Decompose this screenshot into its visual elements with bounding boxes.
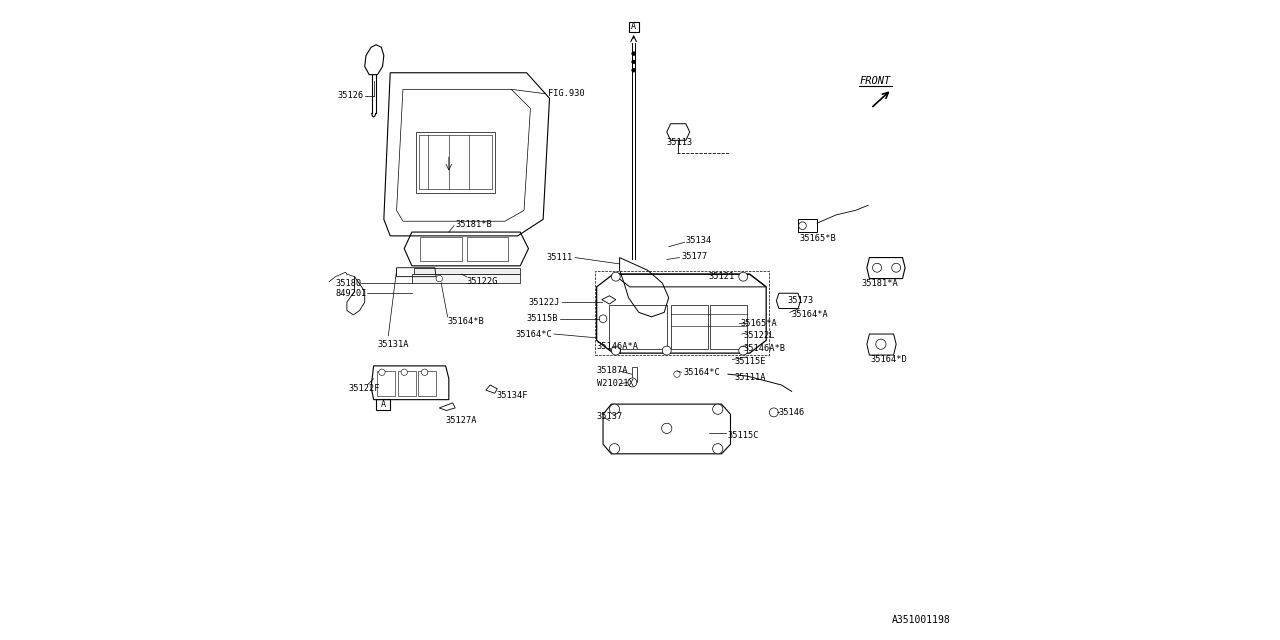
Bar bbox=[797, 220, 817, 232]
Circle shape bbox=[739, 346, 748, 355]
Text: 35137: 35137 bbox=[596, 412, 623, 421]
Circle shape bbox=[632, 52, 636, 56]
Bar bbox=[710, 305, 748, 349]
Text: 35177: 35177 bbox=[681, 252, 708, 260]
Text: 35180: 35180 bbox=[335, 278, 362, 287]
Text: 35187A: 35187A bbox=[596, 367, 628, 376]
Circle shape bbox=[599, 315, 607, 323]
Text: 35113: 35113 bbox=[667, 138, 692, 147]
Bar bbox=[412, 274, 520, 283]
Bar bbox=[671, 305, 708, 349]
Bar bbox=[416, 132, 495, 193]
Text: 35122G: 35122G bbox=[467, 277, 498, 286]
Bar bbox=[609, 305, 667, 349]
Bar bbox=[420, 237, 462, 261]
Circle shape bbox=[612, 272, 621, 281]
Text: 35134F: 35134F bbox=[497, 390, 529, 400]
Text: W21021X: W21021X bbox=[596, 380, 634, 388]
Bar bbox=[628, 22, 639, 32]
Text: 35164*C: 35164*C bbox=[684, 368, 721, 377]
Text: 35164*C: 35164*C bbox=[516, 330, 552, 339]
Bar bbox=[467, 237, 508, 261]
Circle shape bbox=[436, 275, 443, 282]
Text: A: A bbox=[380, 400, 385, 409]
Bar bbox=[398, 371, 416, 396]
Text: 35181*B: 35181*B bbox=[456, 220, 492, 229]
Bar bbox=[632, 367, 637, 383]
Circle shape bbox=[673, 371, 680, 378]
Circle shape bbox=[609, 404, 620, 414]
Circle shape bbox=[769, 408, 778, 417]
Text: 35164*A: 35164*A bbox=[791, 310, 828, 319]
Text: 35165*A: 35165*A bbox=[741, 319, 777, 328]
Circle shape bbox=[892, 263, 901, 272]
Text: 35115B: 35115B bbox=[527, 314, 558, 323]
Circle shape bbox=[612, 346, 621, 355]
Circle shape bbox=[662, 423, 672, 433]
Circle shape bbox=[713, 444, 723, 454]
Text: 35181*A: 35181*A bbox=[861, 278, 899, 287]
Circle shape bbox=[609, 444, 620, 454]
Circle shape bbox=[632, 68, 636, 72]
Bar bbox=[419, 135, 493, 189]
Text: 35126: 35126 bbox=[338, 91, 364, 100]
Text: 35111: 35111 bbox=[547, 253, 573, 262]
Text: 35127A: 35127A bbox=[445, 416, 477, 425]
Bar bbox=[595, 271, 769, 355]
Circle shape bbox=[379, 369, 385, 376]
Text: 35122F: 35122F bbox=[348, 384, 380, 394]
Circle shape bbox=[421, 369, 428, 376]
Bar bbox=[378, 371, 396, 396]
Circle shape bbox=[876, 339, 886, 349]
Circle shape bbox=[739, 272, 748, 281]
Text: 35131A: 35131A bbox=[378, 340, 410, 349]
Polygon shape bbox=[413, 268, 520, 274]
Text: 35146: 35146 bbox=[780, 408, 805, 417]
Text: 35164*D: 35164*D bbox=[870, 355, 908, 364]
Bar bbox=[376, 399, 390, 410]
Circle shape bbox=[713, 404, 723, 414]
Text: 35173: 35173 bbox=[787, 296, 814, 305]
Text: FRONT: FRONT bbox=[860, 76, 891, 86]
Bar bbox=[419, 371, 436, 396]
Text: 35122L: 35122L bbox=[744, 332, 774, 340]
Text: 35115E: 35115E bbox=[735, 357, 765, 366]
Text: 35165*B: 35165*B bbox=[799, 234, 836, 243]
Text: 35121: 35121 bbox=[709, 272, 735, 281]
Text: 84920I: 84920I bbox=[335, 289, 367, 298]
Circle shape bbox=[628, 378, 637, 387]
Text: 35146A*A: 35146A*A bbox=[596, 342, 639, 351]
Circle shape bbox=[401, 369, 407, 376]
Text: 35115C: 35115C bbox=[728, 431, 759, 440]
Circle shape bbox=[873, 263, 882, 272]
Text: 35134: 35134 bbox=[686, 236, 712, 245]
Text: 35122J: 35122J bbox=[529, 298, 561, 307]
Circle shape bbox=[799, 222, 806, 230]
Text: 35111A: 35111A bbox=[735, 373, 765, 382]
Text: 35146A*B: 35146A*B bbox=[744, 344, 785, 353]
Text: FIG.930: FIG.930 bbox=[548, 90, 585, 99]
Circle shape bbox=[662, 346, 671, 355]
Circle shape bbox=[632, 60, 636, 64]
Text: A: A bbox=[631, 22, 636, 31]
Text: A351001198: A351001198 bbox=[892, 614, 951, 625]
Text: 35164*B: 35164*B bbox=[448, 317, 484, 326]
